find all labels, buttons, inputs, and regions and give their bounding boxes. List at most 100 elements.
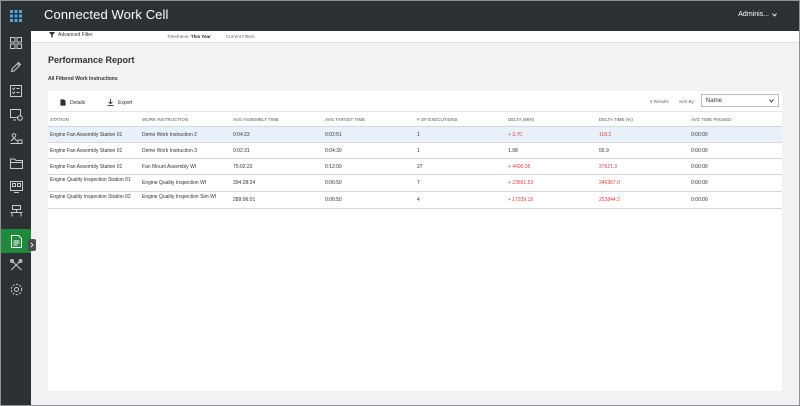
cell-station: Engine Fan Assembly Station 01 [50, 164, 123, 170]
app-title: Connected Work Cell [44, 7, 169, 22]
cell-delta-time-pct: 118.2 [599, 132, 612, 138]
cell-avg-time-paused: 0:00:00 [691, 132, 708, 138]
cell-delta-time-pct: 55.9 [599, 148, 609, 154]
cell-avg-assembly-time: 0:04:23 [233, 132, 250, 138]
column-header-work-instruction[interactable]: Work Instruction [142, 117, 188, 122]
top-bar: Connected Work Cell Adminis... [1, 1, 799, 31]
chevron-right-icon [30, 242, 34, 248]
cell-work-instruction: Fan Mount Assembly WI [142, 164, 197, 170]
funnel-icon [49, 32, 55, 38]
sort-by-label: Sort By: [679, 99, 696, 104]
tools-icon [9, 259, 22, 271]
export-button[interactable]: Export [107, 99, 132, 106]
cell-station: Engine Quality Inspection Station 02 [50, 194, 131, 200]
gear-icon [10, 283, 22, 295]
page-subtitle: All Filtered Work Instructions [48, 76, 118, 82]
column-header-station[interactable]: Station [50, 117, 69, 122]
display-board-icon [9, 181, 23, 193]
cell-executions: 1 [417, 148, 420, 154]
assembly-station-icon [10, 205, 22, 217]
sidebar-item-monitor[interactable] [1, 103, 31, 127]
cell-executions: 7 [417, 180, 420, 186]
advanced-filter-label: Advanced Filter [58, 32, 93, 38]
cell-avg-time-paused: 0:00:00 [691, 148, 708, 154]
column-header-delta-min[interactable]: Delta (min) [508, 117, 535, 122]
sidebar-item-workstation[interactable] [1, 127, 31, 151]
table-body: Engine Fan Assembly Station 01 Demo Work … [48, 127, 782, 209]
cell-delta-min: + 4490.35 [508, 164, 531, 170]
cell-work-instruction: Engine Quality Inspection Sim WI [142, 194, 217, 200]
sidebar-item-station[interactable] [1, 199, 31, 223]
cell-station: Engine Fan Assembly Station 01 [50, 148, 123, 154]
report-document-icon [10, 234, 22, 248]
sidebar-collapse-handle[interactable] [28, 239, 36, 251]
dashboard-icon [10, 37, 22, 49]
user-menu[interactable]: Adminis... [738, 11, 777, 18]
sidebar [1, 31, 36, 405]
cell-station: Engine Quality Inspection Station 01 [50, 177, 131, 183]
user-name: Adminis... [738, 11, 769, 18]
column-header-avg-assembly-time[interactable]: Avg Assembly Time [233, 117, 279, 122]
sidebar-item-display[interactable] [1, 175, 31, 199]
table-row[interactable]: Engine Quality Inspection Station 01 Engi… [48, 175, 782, 192]
monitor-settings-icon [9, 109, 23, 121]
cell-avg-target-time: 0:06:50 [325, 197, 342, 203]
sort-by-value: Name [706, 97, 723, 104]
download-icon [107, 99, 114, 106]
sidebar-item-tools[interactable] [1, 253, 31, 277]
table-row[interactable]: Engine Fan Assembly Station 01 Fan Mount … [48, 159, 782, 175]
cell-avg-time-paused: 0:00:00 [691, 197, 708, 203]
export-label: Export [118, 99, 133, 106]
details-label: Details [70, 99, 86, 106]
cell-avg-assembly-time: 0:02:31 [233, 148, 250, 154]
details-button[interactable]: Details [60, 99, 85, 106]
sidebar-item-dashboard[interactable] [1, 31, 31, 55]
cell-avg-time-paused: 0:00:00 [691, 180, 708, 186]
workstation-icon [10, 133, 22, 144]
performance-table: Station Work Instruction Avg Assembly Ti… [48, 111, 782, 209]
column-header-avg-target-time[interactable]: Avg Target Time [325, 117, 366, 122]
cell-avg-target-time: 0:04:30 [325, 148, 342, 154]
sidebar-item-folder[interactable] [1, 151, 31, 175]
table-row[interactable]: Engine Quality Inspection Station 02 Engi… [48, 192, 782, 209]
cell-avg-time-paused: 0:00:00 [691, 164, 708, 170]
timeframe-label: Timeframe: [167, 34, 190, 39]
cell-delta-time-pct: 37521.3 [599, 164, 618, 170]
sort-by-select[interactable]: Name [701, 94, 779, 107]
timeframe-filter[interactable]: Timeframe: This Year [167, 34, 211, 39]
sidebar-item-reports[interactable] [1, 229, 31, 253]
cell-delta-time-pct: 346367.0 [599, 180, 620, 186]
advanced-filter-button[interactable]: Advanced Filter [49, 32, 93, 38]
column-header-delta-time-pct[interactable]: Delta Time (%) [599, 117, 633, 122]
cell-avg-assembly-time: 394:28:24 [233, 180, 256, 186]
sidebar-item-edit[interactable] [1, 55, 31, 79]
cell-work-instruction: Demo Work Instruction 2 [142, 132, 197, 138]
cell-executions: 27 [417, 164, 423, 170]
cell-delta-min: 1.98 [508, 148, 518, 154]
table-row[interactable]: Engine Fan Assembly Station 01 Demo Work … [48, 127, 782, 143]
checklist-icon [10, 85, 22, 97]
table-row[interactable]: Engine Fan Assembly Station 01 Demo Work … [48, 143, 782, 159]
cell-executions: 4 [417, 197, 420, 203]
timeframe-value: This Year [190, 34, 211, 39]
chevron-down-icon [772, 12, 777, 17]
pencil-icon [10, 61, 22, 73]
current-filters-link[interactable]: Current Filters [226, 34, 255, 39]
cell-avg-target-time: 0:06:50 [325, 180, 342, 186]
cell-delta-time-pct: 253844.2 [599, 197, 620, 203]
cell-avg-target-time: 0:02:51 [325, 132, 342, 138]
cell-station: Engine Fan Assembly Station 01 [50, 132, 123, 138]
results-count: 5 Results [650, 99, 669, 104]
cell-work-instruction: Demo Work Instruction 3 [142, 148, 197, 154]
page-title: Performance Report [48, 55, 135, 65]
sidebar-item-settings[interactable] [1, 277, 31, 301]
filter-bar: Advanced Filter Timeframe: This Year Cur… [31, 31, 799, 43]
cell-delta-min: + 17339.19 [508, 197, 534, 203]
app-launcher-icon[interactable] [1, 1, 31, 31]
cell-executions: 1 [417, 132, 420, 138]
sidebar-item-checklist[interactable] [1, 79, 31, 103]
report-panel: Details Export 5 Results Sort By: Name S… [48, 91, 782, 391]
column-header-executions[interactable]: # of Executions [417, 117, 458, 122]
column-header-avg-time-paused[interactable]: Avg Time Paused [691, 117, 732, 122]
document-icon [60, 99, 66, 106]
